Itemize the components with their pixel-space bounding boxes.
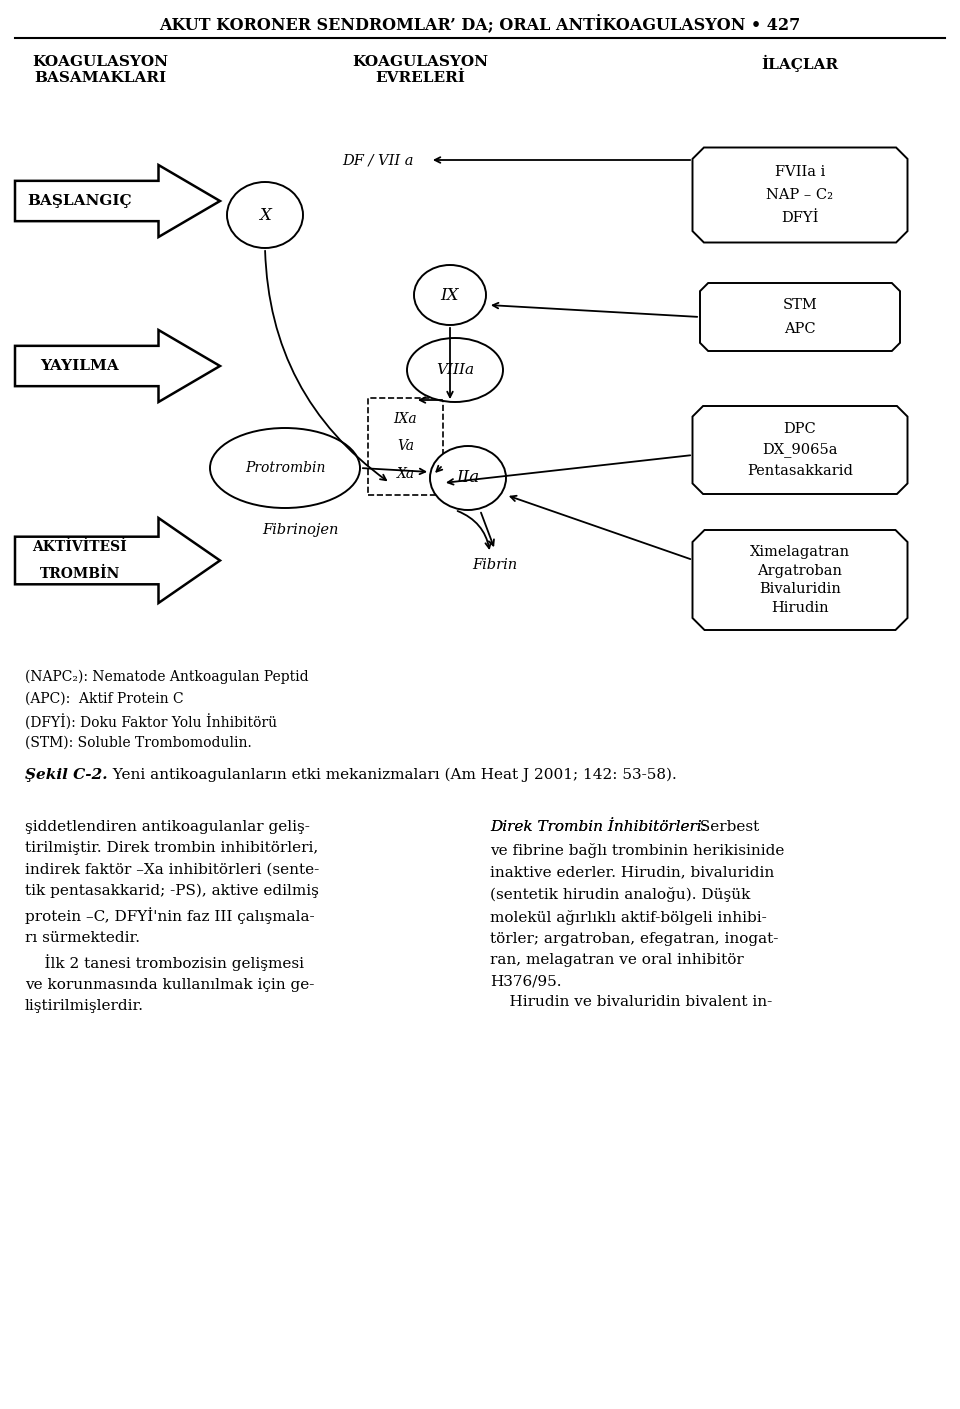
Text: YAYILMA: YAYILMA	[40, 359, 119, 373]
Text: KOAGULASYON
EVRELERİ: KOAGULASYON EVRELERİ	[352, 55, 488, 86]
Text: IXa: IXa	[394, 413, 418, 427]
Text: DX_9065a: DX_9065a	[762, 442, 838, 458]
Text: Argatroban: Argatroban	[757, 564, 843, 578]
Ellipse shape	[414, 265, 486, 325]
Polygon shape	[692, 148, 907, 242]
Text: ve fibrine bağlı trombinin herikisinide
inaktive ederler. Hirudin, bivaluridin
(: ve fibrine bağlı trombinin herikisinide …	[490, 843, 784, 1009]
Text: IX: IX	[441, 286, 459, 303]
Text: DF / VII a: DF / VII a	[342, 154, 414, 168]
Polygon shape	[15, 165, 220, 237]
Text: Fibrinojen: Fibrinojen	[262, 523, 338, 537]
Text: AKUT KORONER SENDROMLAR’ DA; ORAL ANTİKOAGULASYON • 427: AKUT KORONER SENDROMLAR’ DA; ORAL ANTİKO…	[159, 14, 801, 32]
Text: DPC: DPC	[783, 421, 816, 435]
Text: Direk Trombin İnhibitörleri:: Direk Trombin İnhibitörleri:	[490, 820, 707, 834]
Text: Xa: Xa	[396, 466, 415, 480]
Text: Bivaluridin: Bivaluridin	[759, 582, 841, 596]
Polygon shape	[700, 283, 900, 351]
Text: Direk Trombin İnhibitörleri: Serbest
ve fibrine bağlı trombinin herikisinide
ina: Direk Trombin İnhibitörleri: Serbest ve …	[490, 820, 784, 1009]
Text: TROMBİN: TROMBİN	[39, 566, 120, 581]
Text: AKTİVİTESİ: AKTİVİTESİ	[33, 540, 127, 554]
Text: (DFYİ): Doku Faktor Yolu İnhibitörü: (DFYİ): Doku Faktor Yolu İnhibitörü	[25, 714, 277, 730]
Text: İLAÇLAR: İLAÇLAR	[761, 55, 839, 72]
Text: Serbest: Serbest	[695, 820, 759, 834]
Polygon shape	[692, 530, 907, 630]
Ellipse shape	[227, 182, 303, 248]
Text: Protrombin: Protrombin	[245, 461, 325, 475]
Text: (NAPC₂): Nematode Antkoagulan Peptid: (NAPC₂): Nematode Antkoagulan Peptid	[25, 671, 308, 685]
Text: Fibrin: Fibrin	[472, 558, 517, 572]
Text: DFYİ: DFYİ	[781, 211, 819, 225]
Text: (APC):  Aktif Protein C: (APC): Aktif Protein C	[25, 692, 183, 706]
FancyBboxPatch shape	[368, 397, 443, 495]
Ellipse shape	[210, 428, 360, 509]
Text: KOAGULASYON
BASAMAKLARI: KOAGULASYON BASAMAKLARI	[32, 55, 168, 85]
Text: STM: STM	[782, 299, 817, 313]
Polygon shape	[692, 406, 907, 495]
Polygon shape	[15, 519, 220, 603]
Text: Ximelagatran: Ximelagatran	[750, 545, 850, 558]
Text: APC: APC	[784, 321, 816, 335]
Text: Direk Trombin İnhibitörleri:: Direk Trombin İnhibitörleri:	[490, 820, 707, 834]
Text: NAP – C₂: NAP – C₂	[766, 187, 833, 201]
Ellipse shape	[430, 447, 506, 510]
Text: IIa: IIa	[456, 469, 480, 486]
Text: şiddetlendiren antikoagulanlar geliş-
tirilmiştir. Direk trombin inhibitörleri,
: şiddetlendiren antikoagulanlar geliş- ti…	[25, 820, 320, 1013]
Text: Pentasakkarid: Pentasakkarid	[747, 465, 852, 479]
Text: VIIIa: VIIIa	[436, 364, 474, 378]
Polygon shape	[15, 330, 220, 402]
Text: FVIIa i: FVIIa i	[775, 165, 826, 179]
Text: Şekil C-2.: Şekil C-2.	[25, 768, 108, 782]
Text: X: X	[259, 207, 271, 224]
Text: BAŞLANGIÇ: BAŞLANGIÇ	[27, 194, 132, 209]
Text: (STM): Soluble Trombomodulin.: (STM): Soluble Trombomodulin.	[25, 735, 252, 750]
Text: Hirudin: Hirudin	[771, 602, 828, 616]
Text: Yeni antikoagulanların etki mekanizmaları (Am Heat J 2001; 142: 53-58).: Yeni antikoagulanların etki mekanizmalar…	[108, 768, 677, 782]
Ellipse shape	[407, 338, 503, 402]
Text: Va: Va	[397, 440, 414, 454]
